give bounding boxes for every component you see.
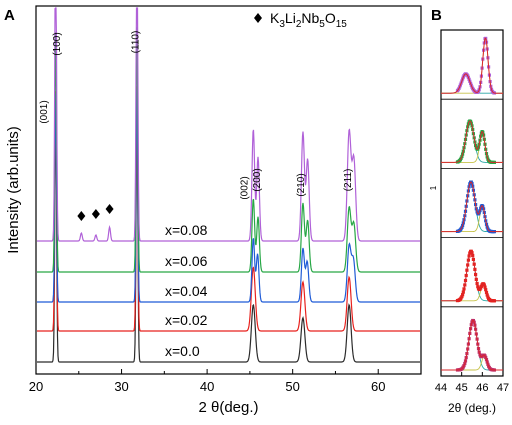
- fit-component-2: [441, 355, 503, 371]
- peak-label: (211): [343, 169, 354, 192]
- fit-component-2: [441, 283, 503, 302]
- x-tick-label: 60: [371, 379, 385, 394]
- legend-chars: Nb: [301, 10, 319, 26]
- series-label: x=0.04: [165, 283, 208, 299]
- series-label: x=0.06: [165, 253, 208, 269]
- legend-chars: O: [325, 10, 336, 26]
- b-x-tick-label: 45: [456, 382, 468, 394]
- fit-total: [441, 181, 503, 233]
- panel-b-label: B: [431, 7, 442, 24]
- peak-label: (210): [296, 173, 307, 196]
- fit-component-2: [441, 131, 503, 163]
- peak-label: (002): [239, 176, 250, 199]
- legend-subscript: 5: [319, 19, 325, 30]
- series-line: [37, 102, 420, 363]
- series-line: [37, 7, 420, 242]
- x-tick-label: 50: [285, 379, 299, 394]
- legend-text: K3Li2Nb5O15: [270, 10, 347, 30]
- legend-subscript: 15: [336, 19, 348, 30]
- x-axis-label: 2 θ(deg.): [198, 399, 258, 416]
- peak-label: (200): [252, 168, 263, 191]
- fit-total: [441, 37, 503, 94]
- impurity-marker: [77, 211, 86, 221]
- fit-total: [441, 120, 503, 163]
- fit-total: [441, 250, 503, 302]
- b-x-tick-label: 46: [476, 382, 488, 394]
- legend-subscript: 3: [279, 19, 285, 30]
- series-label: x=0.08: [165, 222, 208, 238]
- panel-b-frame: [440, 29, 504, 377]
- panel-b-side-label: 1: [429, 185, 438, 190]
- series-line: [37, 89, 420, 303]
- legend-chars: K: [270, 10, 280, 26]
- panel-a-label: A: [4, 7, 15, 24]
- plot-frame: [35, 5, 422, 375]
- legend-marker: [254, 13, 262, 23]
- panel-a-chart: 20 30 40 50 60 2 θ(deg.) Intensity (arb.units)…: [5, 5, 422, 416]
- x-tick-label: 40: [200, 379, 214, 394]
- legend-chars: Li: [285, 10, 296, 26]
- b-x-tick-label: 47: [497, 382, 509, 394]
- impurity-marker: [105, 204, 114, 214]
- x-tick-label: 20: [29, 379, 43, 394]
- peak-label: (100): [52, 32, 63, 55]
- legend-subscript: 2: [296, 19, 302, 30]
- y-axis-label: Intensity (arb.units): [5, 126, 22, 254]
- series-line: [37, 27, 420, 273]
- x-tick-label: 30: [114, 379, 128, 394]
- peak-label: (110): [131, 31, 142, 54]
- series-line: [37, 86, 420, 332]
- b-x-tick-label: 44: [435, 382, 447, 394]
- impurity-marker: [91, 209, 100, 219]
- peak-label: (001): [39, 100, 50, 123]
- series-label: x=0.02: [165, 312, 208, 328]
- fit-component-2: [441, 206, 503, 233]
- fit-total: [441, 319, 503, 371]
- b-x-axis-label: 2θ (deg.): [448, 401, 496, 415]
- series-label: x=0.0: [165, 343, 200, 359]
